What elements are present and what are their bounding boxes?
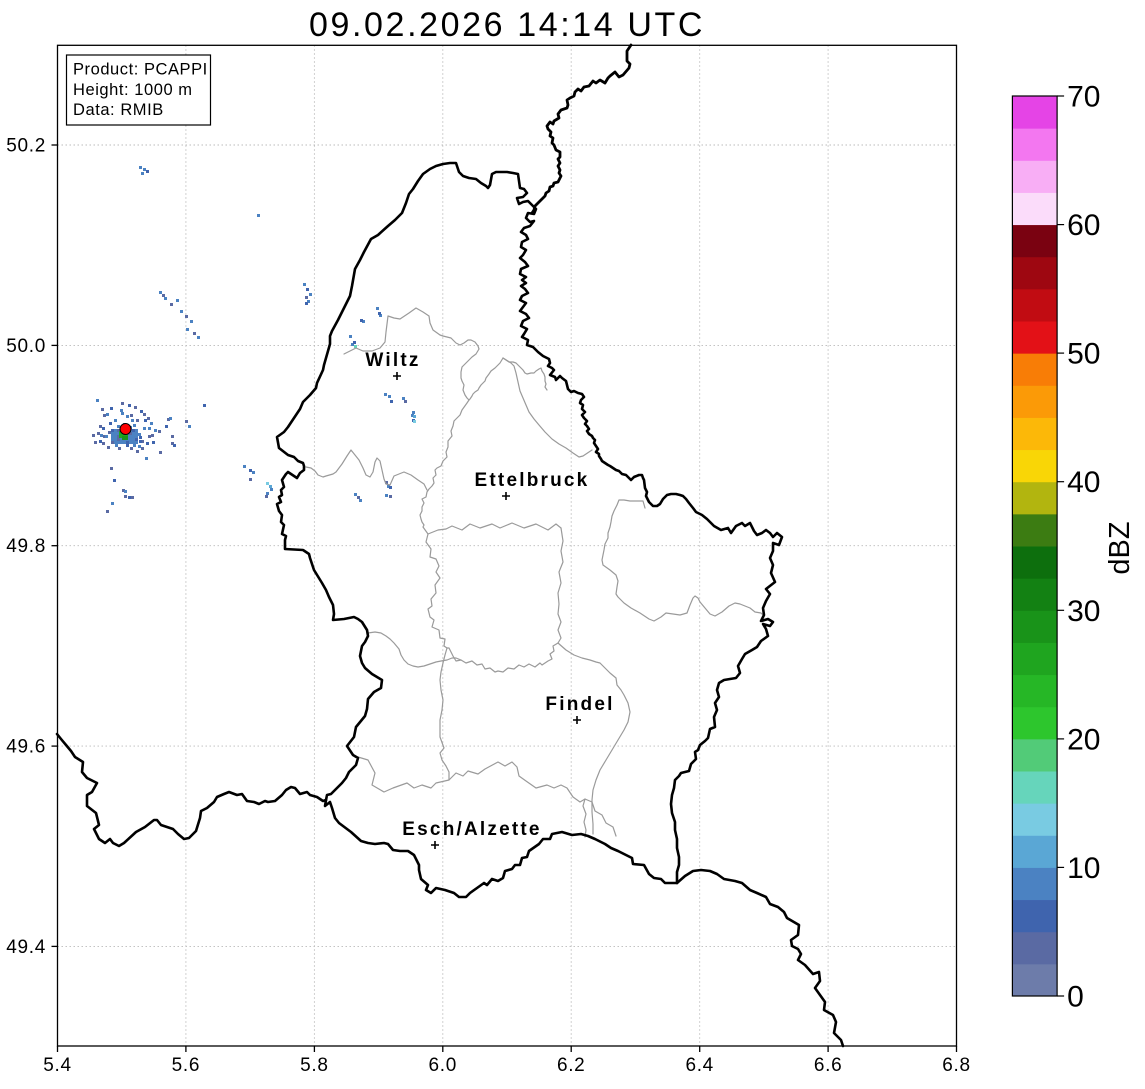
svg-text:Findel: Findel: [545, 694, 614, 715]
svg-text:Data: RMIB: Data: RMIB: [73, 101, 164, 119]
svg-text:5.4: 5.4: [43, 1055, 72, 1076]
svg-text:0: 0: [1067, 981, 1084, 1014]
svg-text:Ettelbruck: Ettelbruck: [475, 470, 590, 491]
svg-text:50.0: 50.0: [6, 336, 46, 357]
svg-text:49.4: 49.4: [6, 937, 46, 958]
svg-text:6.8: 6.8: [942, 1055, 971, 1076]
svg-text:5.8: 5.8: [300, 1055, 329, 1076]
svg-text:09.02.2026 14:14 UTC: 09.02.2026 14:14 UTC: [309, 6, 705, 44]
svg-text:6.4: 6.4: [685, 1055, 714, 1076]
svg-text:40: 40: [1067, 466, 1100, 499]
svg-text:30: 30: [1067, 595, 1100, 628]
svg-text:6.0: 6.0: [429, 1055, 458, 1076]
svg-text:dBZ: dBZ: [1104, 521, 1136, 574]
svg-text:Product: PCAPPI: Product: PCAPPI: [73, 61, 208, 79]
svg-text:20: 20: [1067, 723, 1100, 756]
svg-text:Esch/Alzette: Esch/Alzette: [402, 819, 541, 840]
svg-text:60: 60: [1067, 209, 1100, 242]
svg-text:49.6: 49.6: [6, 737, 46, 758]
svg-text:Wiltz: Wiltz: [365, 350, 420, 371]
svg-text:10: 10: [1067, 852, 1100, 885]
svg-text:70: 70: [1067, 81, 1100, 114]
svg-text:49.8: 49.8: [6, 536, 46, 557]
svg-text:50.2: 50.2: [6, 136, 46, 157]
svg-text:5.6: 5.6: [172, 1055, 201, 1076]
svg-text:6.6: 6.6: [814, 1055, 843, 1076]
svg-text:Height: 1000 m: Height: 1000 m: [73, 81, 193, 99]
svg-text:6.2: 6.2: [557, 1055, 586, 1076]
svg-text:50: 50: [1067, 338, 1100, 371]
